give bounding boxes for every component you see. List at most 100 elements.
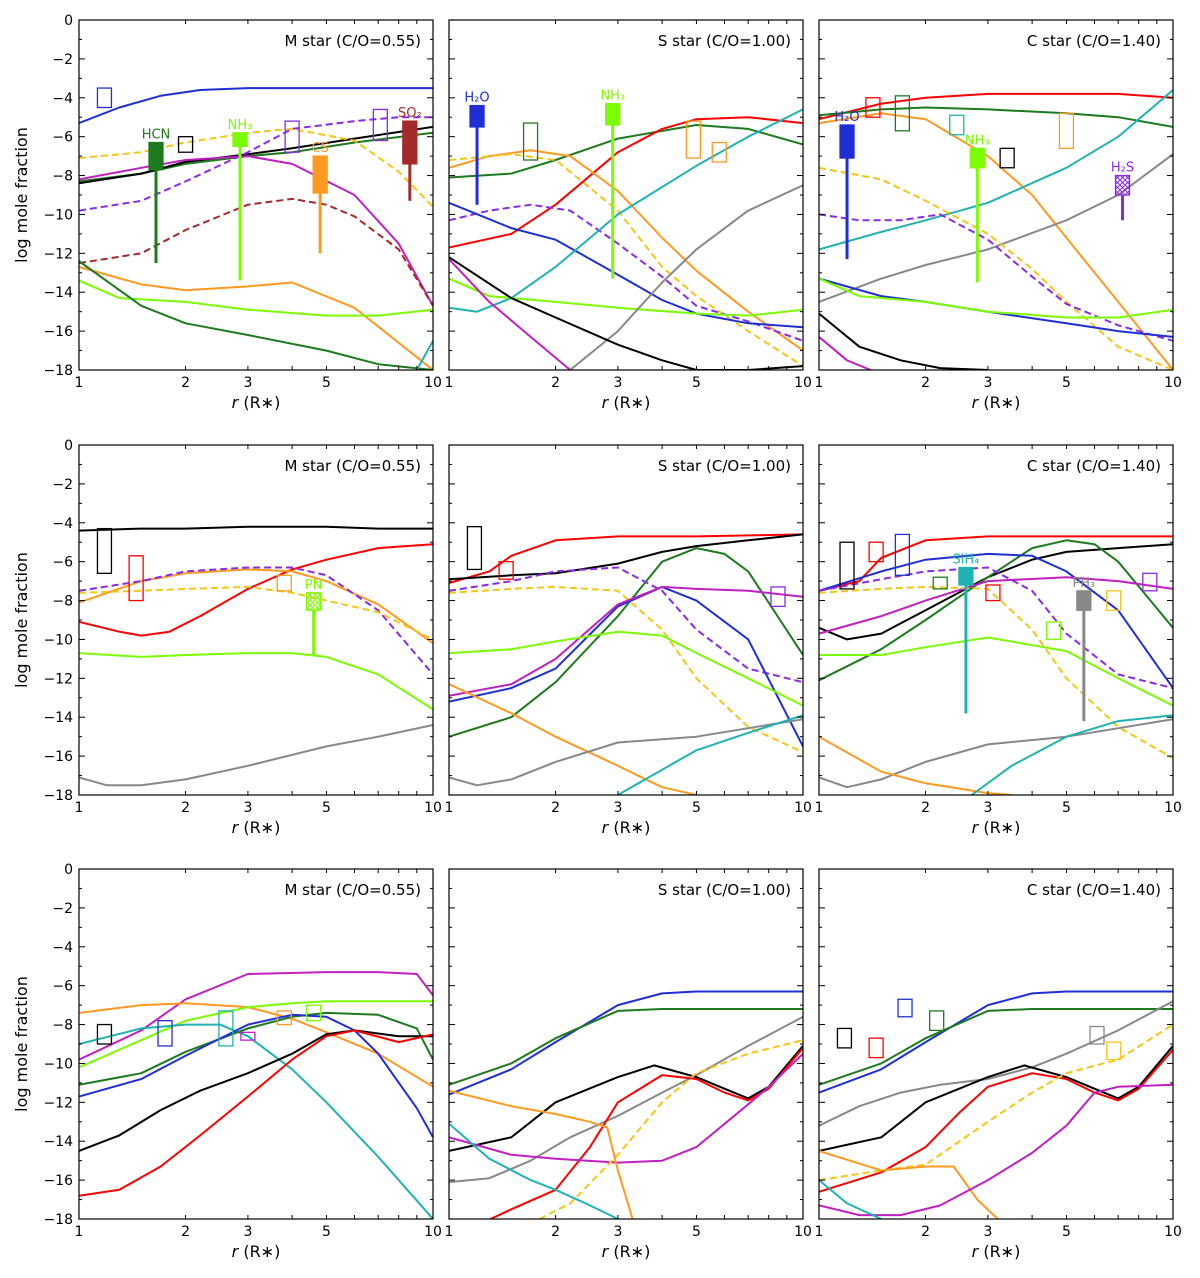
marker-box-1 — [522, 122, 539, 161]
chart-panel-2: H₂O NH₃ 1 2 3 5 10 r (R∗) S star (C/O=1.00) — [445, 19, 812, 412]
y-tick-label: −10 — [43, 632, 73, 648]
x-tick-label: 1 — [75, 375, 84, 391]
marker-box-3 — [897, 998, 913, 1018]
chart-panel-3: H₂O NH₃ H₂S 1 2 3 5 10 r (R∗) C star (C/O=1.40) — [815, 19, 1182, 412]
molecule-label: NH₃ — [600, 89, 625, 104]
x-axis-label: r (R∗) — [972, 1242, 1021, 1261]
molecule-label: NH₃ — [228, 118, 253, 133]
molecule-label: NH₃ — [965, 133, 990, 148]
marker-box-3 — [218, 1010, 234, 1047]
marker-box-8 — [1114, 174, 1131, 196]
marker-box-6 — [1106, 1041, 1122, 1061]
series-line-4 — [449, 153, 803, 367]
y-tick-label: −8 — [52, 594, 73, 610]
y-axis-label: log mole fraction — [12, 127, 31, 263]
x-tick-label: 2 — [551, 375, 560, 391]
series-line-3 — [449, 149, 803, 352]
x-tick-label: 5 — [692, 800, 701, 816]
series-line-5 — [79, 1011, 433, 1086]
series-line-8 — [819, 636, 1173, 707]
x-tick-label: 10 — [424, 375, 442, 391]
marker-box-1 — [865, 97, 881, 118]
x-axis-label: r (R∗) — [602, 818, 651, 837]
x-tick-label: 1 — [445, 800, 454, 816]
marker-box-2 — [498, 561, 514, 580]
x-tick-label: 5 — [322, 1224, 331, 1240]
y-tick-label: −10 — [43, 207, 73, 223]
series-line-9 — [449, 1122, 619, 1219]
panel-title: S star (C/O=1.00) — [658, 32, 791, 50]
x-tick-label: 1 — [815, 1224, 824, 1240]
x-tick-label: 1 — [445, 1224, 454, 1240]
marker-box-6 — [305, 1004, 322, 1022]
y-tick-label: −2 — [52, 477, 73, 493]
series-line-1 — [79, 87, 433, 125]
series-line-7 — [79, 724, 433, 787]
series-line-6 — [819, 166, 1173, 370]
x-tick-label: 3 — [983, 375, 992, 391]
series-line-1 — [819, 990, 1173, 1094]
marker-box-3 — [284, 120, 300, 153]
series-group — [79, 971, 433, 1219]
series-line-6 — [79, 1013, 433, 1138]
series-group — [79, 87, 433, 370]
series-line-11 — [415, 340, 433, 370]
y-tick-label: −14 — [43, 710, 73, 726]
series-line-5 — [449, 585, 803, 754]
chart-panel-7: −18 −16 −14 −12 −10 −8 −6 −4 −2 0 1 2 3 5 10 r (R∗) M st… — [12, 862, 442, 1261]
y-tick-label: −18 — [43, 363, 73, 379]
series-line-6 — [449, 1052, 803, 1164]
marker-box-2 — [128, 555, 144, 602]
series-line-3 — [79, 568, 433, 645]
series-line-4 — [819, 89, 1173, 251]
x-tick-label: 3 — [613, 375, 622, 391]
x-axis-label: r (R∗) — [972, 818, 1021, 837]
x-tick-label: 3 — [243, 1224, 252, 1240]
axes-frame — [78, 444, 434, 796]
series-line-5 — [79, 585, 433, 641]
molecule-label: PH₃ — [1072, 576, 1095, 591]
series-line-4 — [449, 1045, 803, 1152]
x-tick-label: 10 — [424, 1224, 442, 1240]
y-tick-label: −16 — [43, 749, 73, 765]
y-tick-label: −18 — [43, 788, 73, 804]
series-line-2 — [449, 533, 803, 581]
molecule-label: H₂O — [464, 91, 489, 106]
marker-box-9 — [958, 566, 974, 586]
series-line-8 — [449, 1089, 634, 1219]
x-axis-label: r (R∗) — [602, 393, 651, 412]
x-tick-label: 10 — [1164, 800, 1182, 816]
series-line-3 — [819, 539, 1173, 682]
x-tick-label: 5 — [692, 375, 701, 391]
marker-box-2 — [685, 120, 701, 159]
marker-box-2 — [868, 1037, 884, 1059]
panel-title: M star (C/O=0.55) — [284, 32, 421, 50]
series-line-2 — [79, 1002, 433, 1088]
series-line-2 — [819, 106, 1173, 128]
y-tick-label: −14 — [43, 285, 73, 301]
marker-box-1 — [96, 1023, 113, 1045]
marker-box-8 — [402, 120, 418, 165]
panel-title: S star (C/O=1.00) — [658, 457, 791, 475]
marker-box-2 — [868, 541, 884, 563]
x-tick-label: 1 — [445, 375, 454, 391]
x-tick-label: 5 — [322, 800, 331, 816]
series-line-1 — [79, 971, 433, 1061]
series-line-5 — [488, 1047, 803, 1219]
x-tick-label: 10 — [794, 800, 812, 816]
x-tick-label: 1 — [75, 800, 84, 816]
axes-frame — [818, 444, 1174, 796]
y-tick-label: −12 — [43, 246, 73, 262]
y-tick-label: 0 — [64, 438, 73, 454]
series-line-2 — [819, 543, 1173, 641]
x-tick-label: 3 — [613, 800, 622, 816]
x-tick-label: 1 — [75, 1224, 84, 1240]
x-tick-label: 2 — [181, 1224, 190, 1240]
x-tick-label: 2 — [921, 800, 930, 816]
chart-panel-6: SiH₄ PH₃ 1 2 3 5 10 r (R∗) C star (C/O=1.40) — [815, 444, 1182, 837]
marker-box-4 — [372, 108, 388, 142]
series-line-2 — [79, 543, 433, 637]
x-axis-label: r (R∗) — [232, 818, 281, 837]
y-tick-label: −10 — [43, 1056, 73, 1072]
panel-title: S star (C/O=1.00) — [658, 881, 791, 899]
